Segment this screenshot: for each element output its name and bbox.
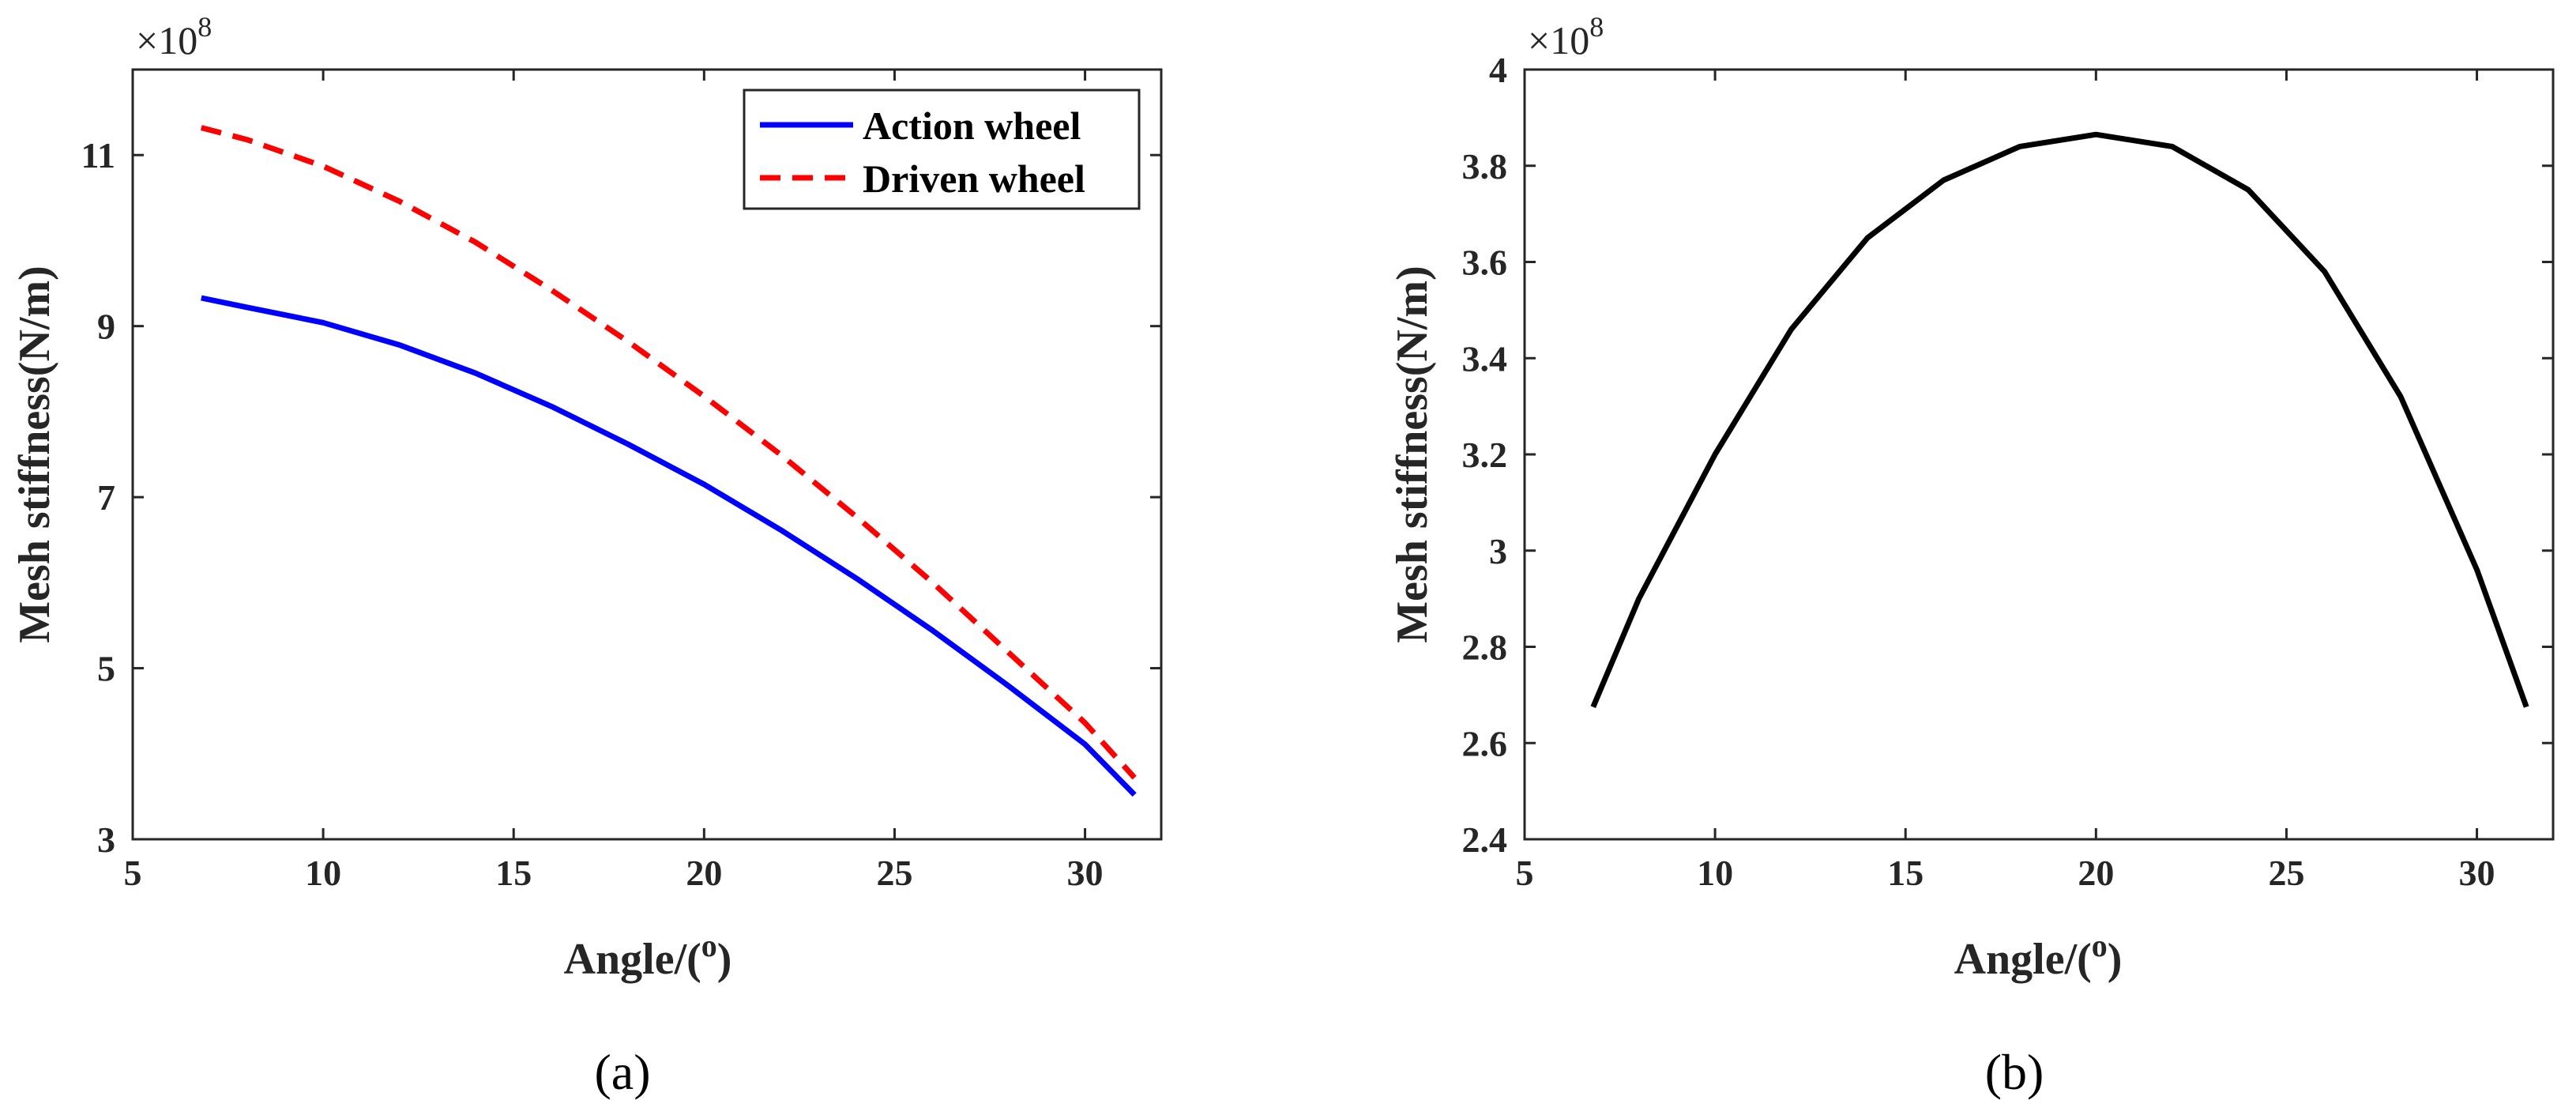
y-tick-label-b: 3.2	[1462, 435, 1508, 475]
y-tick-label-a: 9	[97, 307, 115, 347]
x-tick-label-b: 10	[1697, 853, 1733, 893]
y-tick-label-b: 2.4	[1462, 819, 1508, 860]
x-tick-label-a: 30	[1067, 853, 1104, 893]
y-tick-label-b: 4	[1489, 50, 1507, 90]
y-tick-label-b: 3.8	[1462, 146, 1508, 186]
series-group-b	[1590, 131, 2529, 708]
x-tick-label-b: 15	[1887, 853, 1924, 893]
panel-label-a: (a)	[594, 1044, 650, 1100]
series-line-b-0	[1590, 131, 2529, 708]
series-line-a-0	[201, 295, 1137, 797]
x-tick-label-b: 30	[2459, 853, 2495, 893]
legend-box	[743, 89, 1141, 210]
legend: Action wheel Driven wheel	[743, 89, 1141, 210]
plot-area-b	[1523, 68, 2555, 841]
y-multiplier-a: ×108	[136, 11, 212, 62]
y-tick-label-a: 11	[81, 135, 115, 175]
x-axis-title-b: Angle/(o)	[1954, 928, 2123, 984]
y-tick-label-b: 3	[1489, 531, 1507, 571]
y-tick-label-b: 3.4	[1462, 338, 1508, 379]
x-tick-label-a: 20	[686, 853, 722, 893]
x-tick-label-a: 25	[876, 853, 912, 893]
y-axis-title-a: Mesh stiffness(N/m)	[10, 266, 59, 642]
x-axis-title-a: Angle/(o)	[564, 928, 732, 984]
x-tick-label-a: 15	[495, 853, 532, 893]
x-tick-label-b: 25	[2268, 853, 2304, 893]
y-tick-label-a: 3	[97, 819, 115, 860]
y-multiplier-b: ×108	[1528, 11, 1604, 62]
legend-label-action-wheel: Action wheel	[863, 104, 1081, 148]
chart-panel-b: 5 10 15 20 25 302.42.62.833.23.43.63.84 ×108 …	[1388, 11, 2555, 1100]
x-tick-label-b: 20	[2078, 853, 2114, 893]
plot-area-a	[131, 68, 1163, 841]
x-tick-label-a: 5	[124, 853, 142, 893]
x-tick-label-a: 10	[305, 853, 341, 893]
panel-label-b: (b)	[1985, 1044, 2044, 1100]
legend-label-driven-wheel: Driven wheel	[863, 156, 1085, 201]
y-tick-label-a: 5	[97, 649, 115, 689]
y-tick-label-a: 7	[97, 477, 115, 518]
y-tick-label-b: 2.8	[1462, 627, 1508, 668]
y-tick-label-b: 3.6	[1462, 243, 1508, 283]
x-tick-label-b: 5	[1516, 853, 1534, 893]
y-axis-title-b: Mesh stiffness(N/m)	[1388, 266, 1437, 642]
y-tick-label-b: 2.6	[1462, 723, 1508, 763]
series-line-a-1	[200, 125, 1137, 780]
series-group-a	[200, 125, 1137, 797]
axes-ticks-b: 5 10 15 20 25 30 2.4 2.6 2.8 3 3.2 3.4 3.6 3.8 4	[1462, 50, 2553, 893]
